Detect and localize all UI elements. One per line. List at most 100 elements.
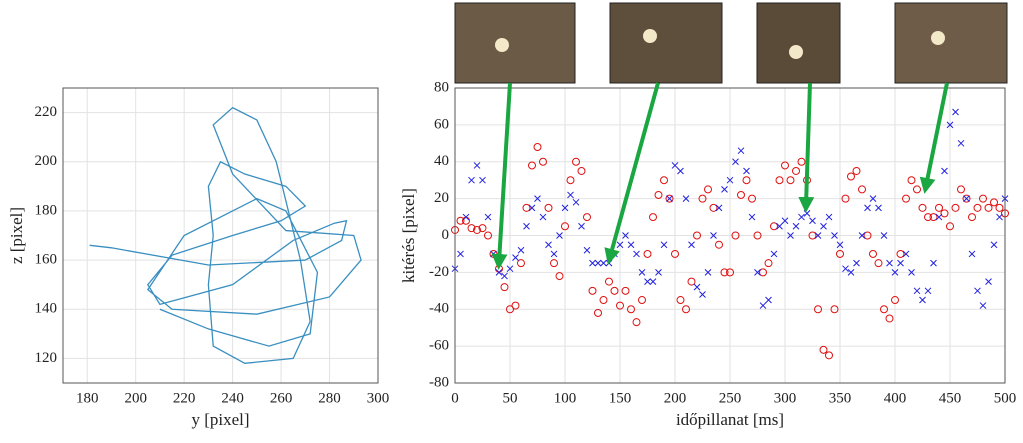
y-tick-label: -20 [429, 264, 449, 280]
x-tick-label: 0 [451, 390, 459, 406]
point [946, 222, 954, 231]
point [501, 272, 508, 280]
point [737, 190, 745, 199]
point [990, 198, 998, 207]
point [632, 318, 641, 327]
point [836, 249, 844, 258]
y-tick-label: 80 [434, 79, 449, 95]
point [764, 259, 773, 268]
x-tick-label: 180 [76, 390, 99, 406]
point [748, 213, 756, 221]
point [891, 296, 899, 305]
point [522, 203, 531, 212]
x-tick-label: 220 [173, 390, 196, 406]
point [677, 167, 684, 175]
point [721, 186, 728, 193]
point [995, 203, 1004, 212]
point [534, 195, 541, 202]
point [908, 269, 915, 276]
x-tick-label: 100 [554, 390, 577, 406]
point [528, 204, 536, 212]
point [616, 241, 624, 249]
point [704, 269, 712, 276]
y-tick-label: -60 [429, 338, 449, 354]
point [858, 185, 866, 194]
point [478, 224, 487, 233]
photo [609, 2, 723, 84]
point [847, 172, 855, 181]
plot-frame [454, 87, 1006, 384]
point [891, 269, 899, 276]
arrow [491, 82, 512, 270]
point [693, 283, 701, 291]
point [853, 259, 860, 267]
x-tick-label: 260 [270, 390, 293, 406]
point [924, 213, 932, 222]
photo-spot [789, 45, 803, 59]
point [633, 250, 640, 258]
x-tick-label: 350 [829, 390, 852, 406]
point [594, 259, 602, 267]
point [852, 166, 861, 175]
point [869, 249, 877, 258]
point [776, 222, 783, 230]
point [880, 305, 888, 314]
point [550, 259, 558, 268]
x-tick-label: 500 [994, 390, 1017, 406]
point [578, 222, 585, 230]
point [754, 269, 761, 276]
point [462, 213, 470, 221]
point [699, 291, 706, 298]
point [555, 272, 564, 281]
point [523, 222, 530, 230]
point [968, 250, 976, 258]
point [929, 213, 938, 222]
point [577, 166, 586, 175]
point [688, 241, 695, 249]
point [720, 268, 729, 277]
point [902, 250, 910, 258]
point [671, 162, 679, 169]
point [743, 167, 750, 175]
point [830, 305, 839, 314]
plot-area [63, 88, 378, 383]
point [924, 287, 932, 295]
point [715, 204, 723, 212]
point [973, 203, 982, 212]
point [825, 351, 833, 360]
point [621, 286, 630, 295]
point [786, 176, 795, 185]
point [775, 176, 784, 185]
point [842, 265, 849, 273]
point [935, 203, 943, 212]
point [545, 241, 552, 249]
point [682, 305, 690, 314]
point [897, 259, 904, 267]
point [875, 204, 882, 212]
point [594, 308, 602, 317]
point [479, 176, 486, 184]
point [770, 222, 778, 231]
point [566, 176, 575, 185]
point [457, 250, 464, 258]
point [798, 213, 805, 221]
point [885, 314, 894, 323]
y-tick-label: 0 [442, 227, 450, 243]
point [919, 296, 926, 304]
point [544, 203, 553, 212]
point [831, 232, 838, 239]
point [506, 305, 514, 314]
point [638, 269, 646, 276]
point [556, 232, 563, 239]
point [533, 143, 542, 151]
y-tick-label: 20 [434, 190, 449, 206]
photo [454, 2, 576, 84]
point [660, 241, 668, 249]
arrow [919, 82, 949, 194]
point [456, 216, 465, 225]
photo-spot [643, 29, 657, 43]
point [737, 147, 745, 155]
y-tick-label: 120 [35, 350, 58, 366]
point [588, 286, 597, 295]
point [814, 232, 822, 239]
